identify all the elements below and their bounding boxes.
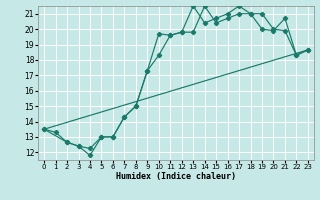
X-axis label: Humidex (Indice chaleur): Humidex (Indice chaleur) [116,172,236,181]
